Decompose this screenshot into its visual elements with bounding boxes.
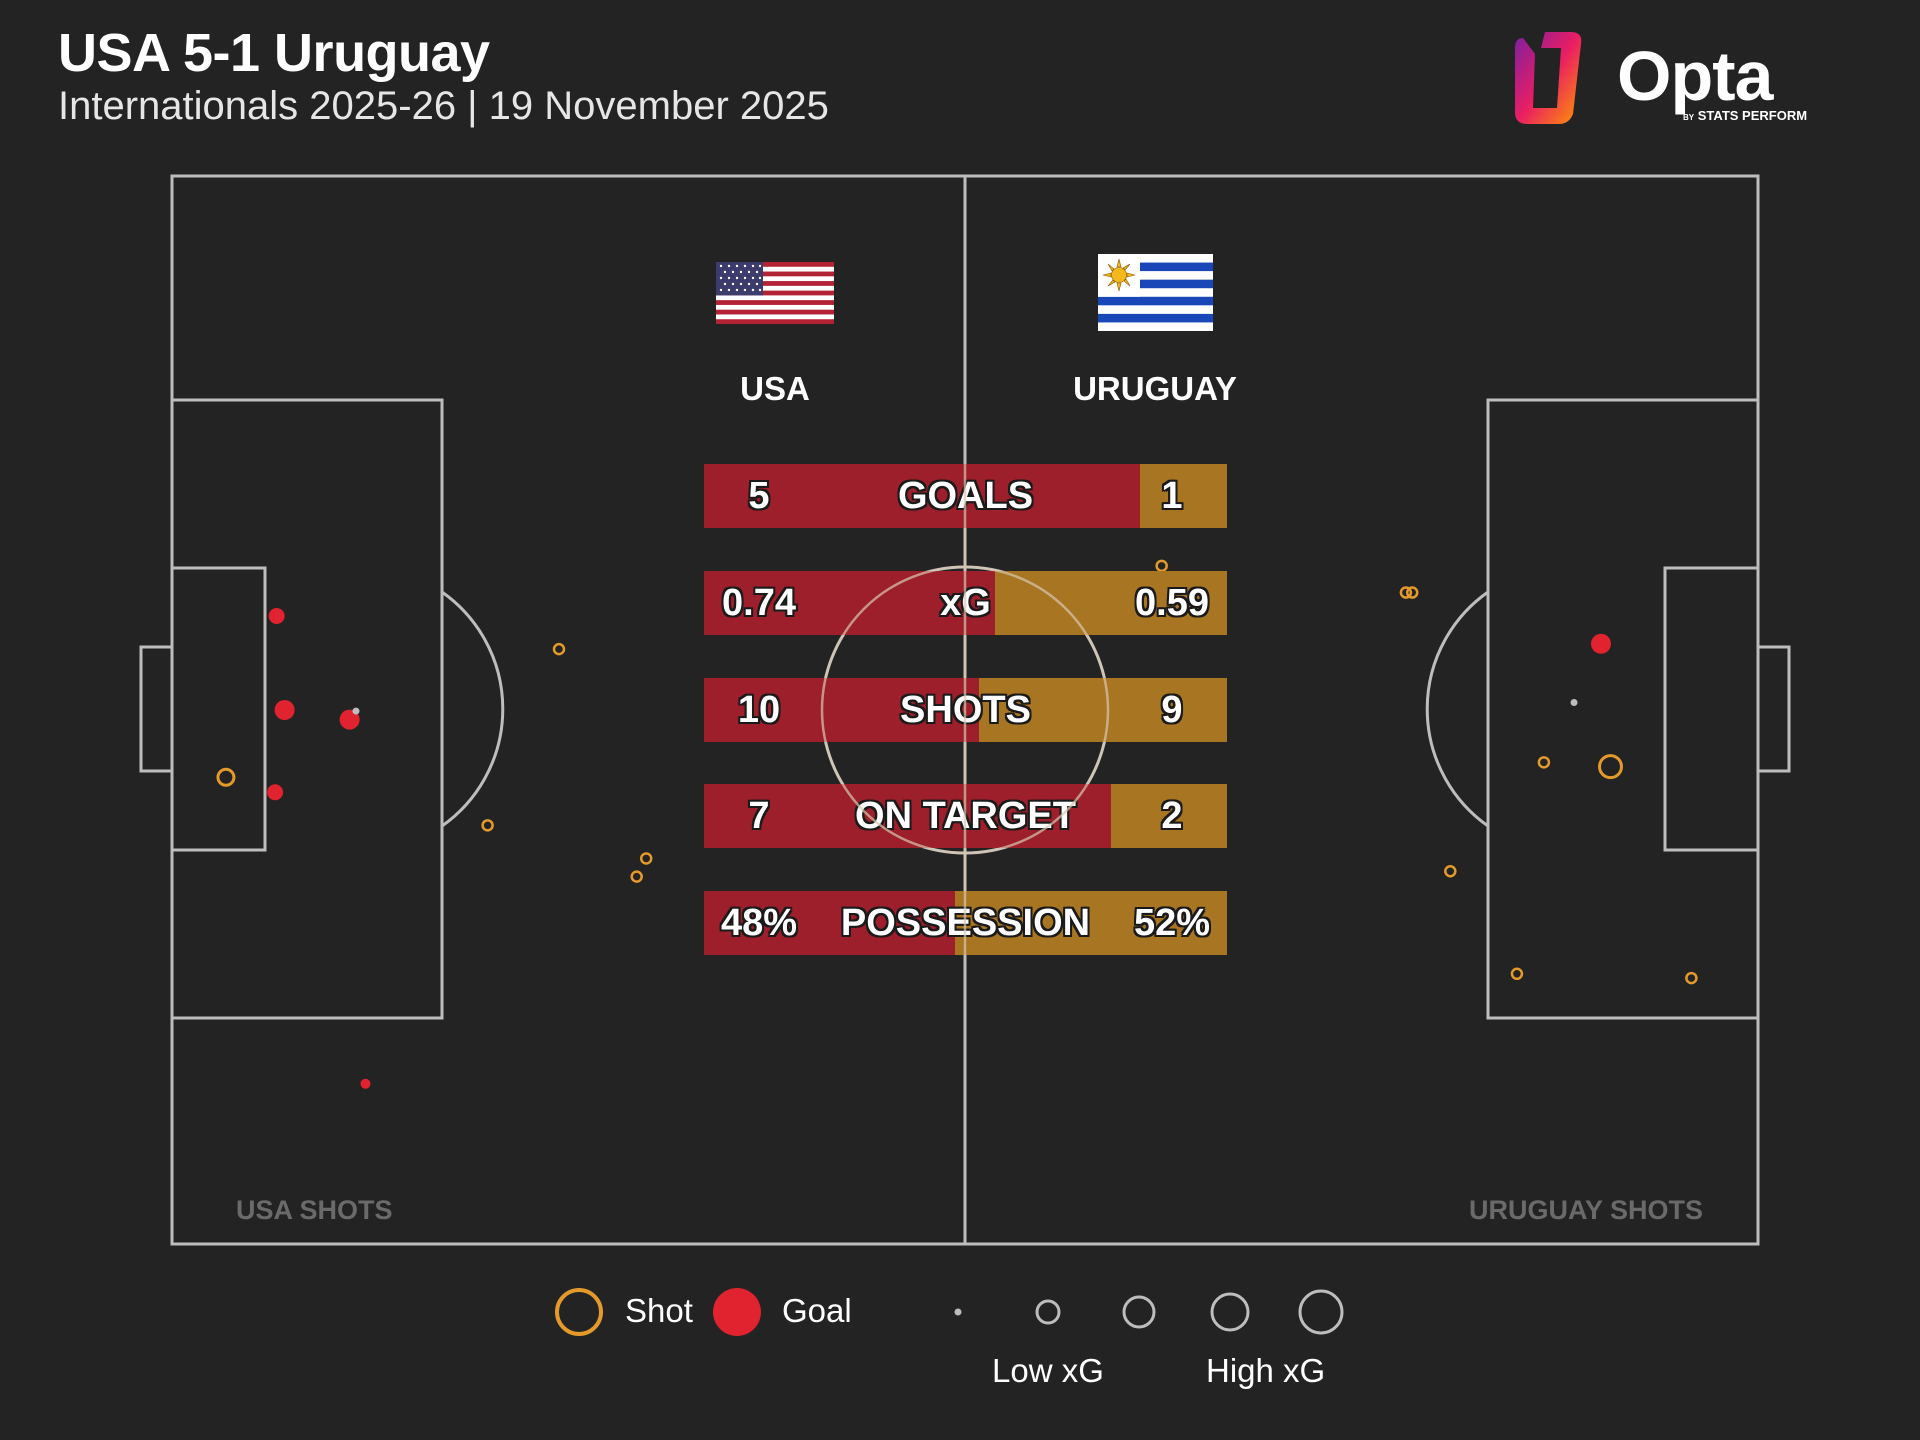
stat-row-on-target: 7 ON TARGET 2: [704, 784, 1227, 848]
home-team-name: USA: [740, 370, 810, 407]
shot-marker: [1685, 971, 1698, 985]
left-goal: [139, 645, 174, 773]
legend-xg-size-2: [1035, 1299, 1061, 1325]
shot-marker: [1570, 699, 1578, 707]
stat-bar-away: [1140, 464, 1227, 528]
shot-marker: [216, 767, 236, 787]
left-penalty-box: [170, 398, 444, 1020]
stat-row-shots: 10 SHOTS 9: [704, 678, 1227, 742]
uruguay-flag-icon: [1098, 254, 1213, 331]
right-six-yard-box: [1663, 566, 1760, 852]
page-subtitle: Internationals 2025-26 | 19 November 202…: [58, 84, 829, 128]
stat-label: ON TARGET: [855, 795, 1076, 837]
legend-xg-size-4: [1210, 1292, 1250, 1332]
right-penalty-arc: [1425, 590, 1489, 828]
stat-away-value: 1: [1161, 475, 1183, 517]
right-goal: [1756, 645, 1791, 773]
stat-home-value: 10: [737, 689, 781, 731]
opta-wordmark: Opta: [1617, 37, 1773, 115]
shot-marker: [1444, 865, 1457, 878]
goal-marker: [268, 608, 285, 625]
shot-marker: [1510, 967, 1524, 981]
stat-away-value: 2: [1161, 795, 1183, 837]
away-shots-label: URUGUAY SHOTS: [1469, 1195, 1704, 1225]
shot-marker: [630, 870, 643, 883]
stat-row-goals: 5 GOALS 1: [704, 464, 1227, 528]
stat-away-value: 9: [1161, 689, 1183, 731]
stat-away-value: 52%: [1133, 902, 1211, 944]
legend-goal-label: Goal: [782, 1292, 852, 1329]
legend-high-xg-label: High xG: [1206, 1352, 1326, 1389]
shot-marker: [481, 819, 494, 832]
away-team-name: URUGUAY: [1073, 370, 1237, 407]
shot-marker: [1537, 756, 1551, 769]
stat-label: xG: [940, 582, 991, 624]
stat-home-value: 5: [748, 475, 770, 517]
legend-xg-size-3: [1122, 1295, 1156, 1329]
goal-marker: [360, 1078, 371, 1089]
goal-marker: [339, 709, 360, 730]
stat-bar-away: [1111, 784, 1227, 848]
shot-marker: [1598, 754, 1624, 780]
shot-marker: [352, 707, 360, 715]
stat-bar-home: [704, 891, 955, 955]
shot-marker: [552, 642, 566, 656]
left-six-yard-box: [170, 566, 267, 852]
goal-marker: [274, 700, 295, 720]
legend-markers: [555, 1288, 1344, 1336]
stat-bar-away: [955, 891, 1227, 955]
legend-low-xg-label: Low xG: [992, 1352, 1104, 1389]
left-penalty-arc: [441, 590, 505, 828]
shot-marker: [1155, 559, 1168, 573]
opta-byline: BY STATS PERFORM: [1683, 108, 1808, 123]
shot-marker: [639, 852, 653, 865]
shot-marker: [1399, 586, 1413, 599]
stat-label: GOALS: [897, 475, 1034, 517]
stat-home-value: 48%: [720, 902, 798, 944]
home-shots-label: USA SHOTS: [236, 1195, 393, 1225]
legend-shot-label: Shot: [625, 1292, 693, 1329]
shot-markers: [216, 559, 1698, 1089]
opta-logo: Opta BY STATS PERFORM: [1505, 24, 1825, 134]
page-title: USA 5-1 Uruguay: [58, 23, 490, 83]
legend-xg-size-5: [1298, 1289, 1344, 1335]
stat-label: POSSESSION: [840, 902, 1091, 944]
right-penalty-box: [1486, 398, 1760, 1020]
goal-marker: [267, 784, 284, 801]
legend-goal-icon: [713, 1288, 761, 1336]
goal-marker: [1590, 633, 1611, 654]
stat-label: SHOTS: [900, 689, 1031, 731]
stat-bar-home: [704, 464, 1140, 528]
stat-row-possession: 48% POSSESSION 52%: [704, 891, 1227, 955]
stat-home-value: 0.74: [722, 582, 796, 624]
stat-home-value: 7: [748, 795, 770, 837]
opta-mark-icon: [1515, 32, 1582, 124]
shot-marker: [1406, 586, 1419, 599]
usa-flag-icon: [716, 262, 834, 324]
stat-away-value: 0.59: [1135, 582, 1209, 624]
legend-xg-size-1: [954, 1308, 962, 1316]
legend-shot-icon: [555, 1288, 603, 1336]
stat-row-xg: 0.74 xG 0.59: [704, 571, 1227, 635]
